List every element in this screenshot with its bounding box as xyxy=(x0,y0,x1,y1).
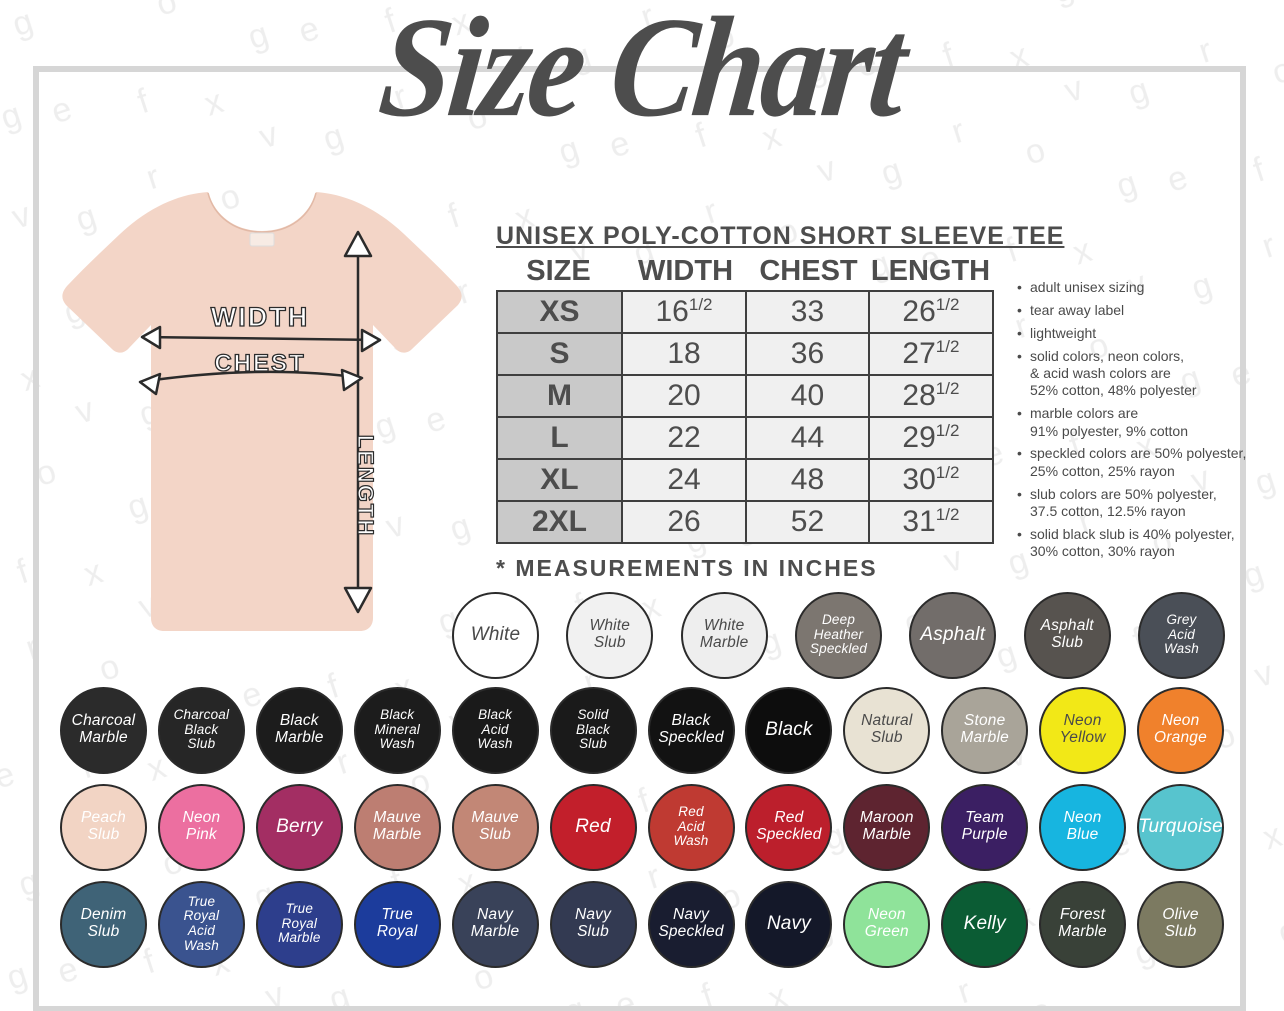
svg-text:CHEST: CHEST xyxy=(214,350,305,377)
svg-text:LENGTH: LENGTH xyxy=(353,435,378,537)
svg-text:WIDTH: WIDTH xyxy=(211,302,309,332)
